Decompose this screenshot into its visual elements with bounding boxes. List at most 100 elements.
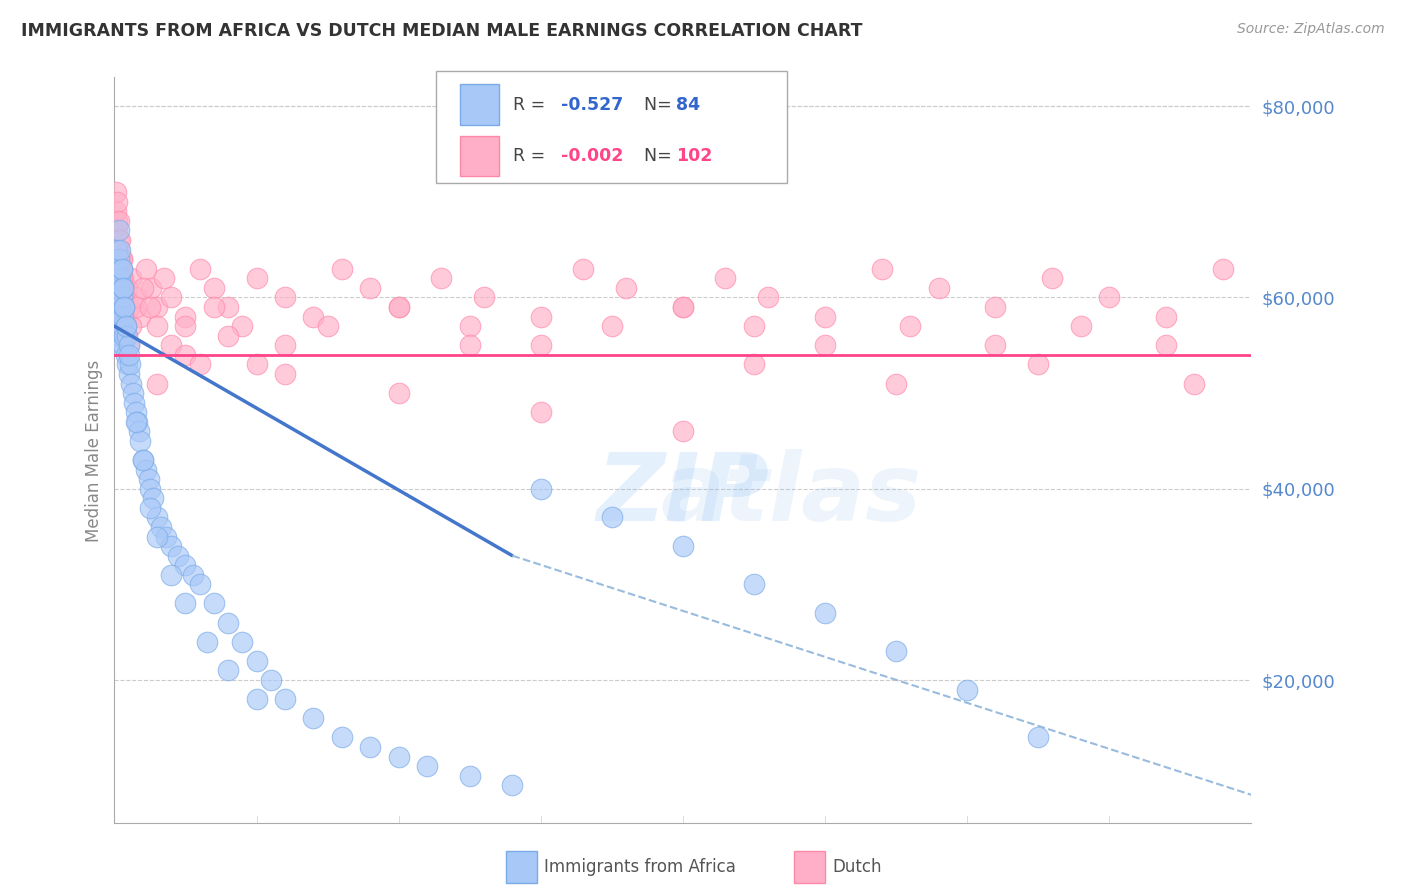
Point bbox=[107, 223, 129, 237]
Point bbox=[742, 319, 765, 334]
Point bbox=[1154, 310, 1177, 324]
Point bbox=[142, 491, 165, 506]
Point bbox=[174, 558, 197, 573]
Point bbox=[756, 290, 779, 304]
Point bbox=[141, 281, 163, 295]
Point bbox=[110, 252, 132, 267]
Point bbox=[146, 376, 169, 391]
Point bbox=[174, 597, 197, 611]
Point bbox=[110, 261, 132, 276]
Text: 84: 84 bbox=[676, 95, 700, 113]
Point bbox=[110, 261, 132, 276]
Point bbox=[1154, 338, 1177, 352]
Point bbox=[217, 664, 239, 678]
Point bbox=[231, 634, 253, 648]
Text: -0.527: -0.527 bbox=[561, 95, 623, 113]
Point bbox=[231, 319, 253, 334]
Point bbox=[115, 357, 138, 371]
Point bbox=[121, 376, 143, 391]
Point bbox=[174, 310, 197, 324]
Text: IMMIGRANTS FROM AFRICA VS DUTCH MEDIAN MALE EARNINGS CORRELATION CHART: IMMIGRANTS FROM AFRICA VS DUTCH MEDIAN M… bbox=[21, 22, 863, 40]
Point bbox=[121, 319, 143, 334]
Point bbox=[115, 328, 138, 343]
Point bbox=[107, 271, 129, 285]
Point bbox=[111, 338, 134, 352]
Point bbox=[188, 577, 211, 591]
Point bbox=[112, 310, 135, 324]
Point bbox=[129, 434, 152, 448]
Point bbox=[245, 357, 267, 371]
Point bbox=[146, 300, 169, 314]
Text: R =: R = bbox=[513, 147, 551, 165]
Point bbox=[107, 252, 129, 267]
Point bbox=[125, 300, 148, 314]
Point bbox=[160, 539, 183, 553]
Point bbox=[1040, 271, 1063, 285]
Point bbox=[260, 673, 283, 687]
Point bbox=[111, 271, 134, 285]
Point bbox=[742, 357, 765, 371]
Point bbox=[416, 759, 439, 773]
Point bbox=[117, 338, 139, 352]
Point bbox=[160, 567, 183, 582]
Point bbox=[155, 530, 177, 544]
Point bbox=[195, 634, 218, 648]
Point bbox=[217, 300, 239, 314]
Point bbox=[188, 261, 211, 276]
Point bbox=[108, 233, 131, 247]
Text: Dutch: Dutch bbox=[832, 858, 882, 876]
Point bbox=[984, 338, 1007, 352]
Point bbox=[138, 472, 160, 486]
Point bbox=[188, 357, 211, 371]
Point bbox=[814, 338, 837, 352]
Point bbox=[111, 300, 134, 314]
Text: R =: R = bbox=[513, 95, 551, 113]
Point bbox=[107, 243, 129, 257]
Point bbox=[108, 243, 131, 257]
Text: Immigrants from Africa: Immigrants from Africa bbox=[544, 858, 735, 876]
Point bbox=[1098, 290, 1121, 304]
Point bbox=[160, 290, 183, 304]
Point bbox=[139, 300, 162, 314]
Point bbox=[274, 692, 297, 706]
Point bbox=[814, 310, 837, 324]
Point bbox=[115, 281, 138, 295]
Point bbox=[202, 300, 225, 314]
Point bbox=[107, 300, 129, 314]
Point bbox=[104, 243, 127, 257]
Point bbox=[672, 425, 695, 439]
Point bbox=[135, 462, 157, 476]
Point bbox=[114, 310, 136, 324]
Point bbox=[121, 271, 143, 285]
Point bbox=[388, 300, 411, 314]
Point bbox=[105, 223, 128, 237]
Point bbox=[898, 319, 921, 334]
Point bbox=[742, 577, 765, 591]
Point bbox=[122, 386, 145, 401]
Point bbox=[316, 319, 339, 334]
Point bbox=[129, 310, 152, 324]
Point bbox=[111, 310, 134, 324]
Point bbox=[105, 194, 128, 209]
Point bbox=[110, 281, 132, 295]
Point bbox=[274, 338, 297, 352]
Point bbox=[884, 376, 907, 391]
Point bbox=[672, 300, 695, 314]
Point bbox=[108, 261, 131, 276]
Text: N=: N= bbox=[644, 147, 678, 165]
Point bbox=[146, 510, 169, 524]
Point bbox=[108, 290, 131, 304]
Point bbox=[530, 310, 553, 324]
Point bbox=[458, 319, 481, 334]
Point bbox=[112, 290, 135, 304]
Point bbox=[114, 328, 136, 343]
Point bbox=[274, 290, 297, 304]
Point bbox=[111, 281, 134, 295]
Point bbox=[217, 615, 239, 630]
Point bbox=[153, 271, 176, 285]
Point bbox=[388, 749, 411, 764]
Point bbox=[274, 367, 297, 381]
Point bbox=[202, 597, 225, 611]
Point bbox=[111, 281, 134, 295]
Text: -0.002: -0.002 bbox=[561, 147, 623, 165]
